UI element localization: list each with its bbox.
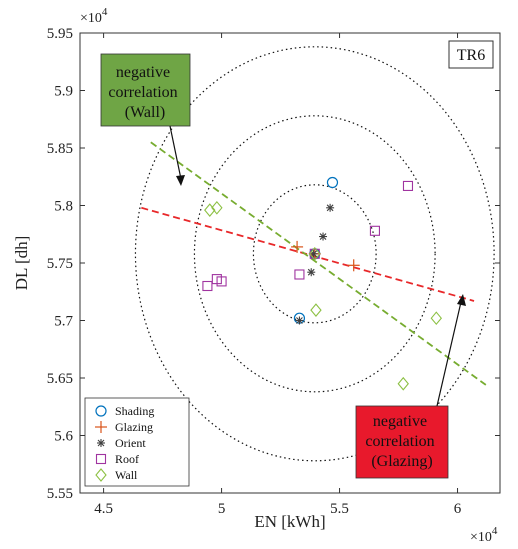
- x-tick-label: 4.5: [94, 501, 113, 517]
- svg-text:negative correlation: negative correlation (Glazing): [365, 413, 438, 470]
- y-tick-label: 5.8: [54, 199, 73, 215]
- point-wall: [397, 376, 409, 391]
- trend-line-glazing: [141, 206, 475, 302]
- point-wall: [430, 311, 443, 326]
- legend-label-roof: Roof: [115, 452, 139, 466]
- annotation-wall-box: [100, 53, 191, 127]
- legend-marker-shading: [95, 405, 107, 417]
- y-tick-label: 5.85: [47, 141, 73, 157]
- legend-marker-glazing: [95, 421, 107, 433]
- point-roof: [216, 276, 227, 287]
- point-shading: [326, 176, 339, 189]
- point-wall: [211, 200, 223, 215]
- chart-title: TR6: [457, 47, 485, 64]
- x-tick-label: 5: [218, 501, 226, 517]
- point-orient: [307, 268, 316, 277]
- annotation-wall-line-2: correlation: [108, 84, 177, 101]
- x-tick-label: 6: [454, 501, 462, 517]
- point-roof: [202, 280, 213, 292]
- annotation-wall-arrowhead: [176, 175, 185, 186]
- ticks: 4.5 5 5.5 6 5.55 5.6 5.65 5.7 5.75 5.8 5.85 5.9 5.95: [47, 26, 500, 517]
- legend-marker-orient: [97, 439, 105, 447]
- point-wall: [310, 303, 322, 318]
- y-tick-label: 5.7: [54, 314, 73, 330]
- legend-marker-wall: [95, 468, 107, 482]
- point-wall: [204, 203, 216, 217]
- data-points: [202, 176, 443, 391]
- y-exponent-label: ×104: [80, 6, 108, 26]
- trend-lines: [141, 141, 487, 386]
- legend-label-shading: Shading: [115, 404, 154, 418]
- legend-label-glazing: Glazing: [115, 420, 153, 434]
- y-tick-label: 5.95: [47, 26, 73, 42]
- annotation-glazing-arrow: [436, 301, 462, 407]
- y-tick-label: 5.55: [47, 486, 73, 502]
- point-roof: [294, 269, 305, 280]
- legend-label-wall: Wall: [115, 468, 138, 482]
- svg-text:negative correlation: negative correlation (Wall): [108, 64, 181, 121]
- y-tick-label: 5.6: [54, 429, 73, 445]
- title-box: [448, 40, 494, 69]
- annotation-glazing-box: [355, 405, 449, 479]
- y-tick-label: 5.65: [47, 371, 73, 387]
- annotation-glazing-line-3: (Glazing): [371, 453, 432, 470]
- point-roof: [402, 180, 414, 191]
- annotation-glazing-line-1: negative: [373, 413, 427, 430]
- x-exponent-label: ×104: [470, 525, 498, 545]
- legend-label-orient: Orient: [115, 436, 146, 450]
- x-axis-label: EN [kWh]: [254, 512, 325, 531]
- point-glazing: [347, 259, 360, 272]
- annotation-glazing: negative correlation (Glazing): [355, 294, 466, 479]
- dotted-circle-3: [134, 46, 495, 462]
- annotation-wall-line-1: negative: [116, 64, 170, 81]
- point-orient: [326, 203, 335, 212]
- circles-layer: [134, 46, 495, 462]
- point-glazing: [291, 240, 304, 253]
- annotation-wall-line-3: (Wall): [125, 104, 165, 121]
- annotation-wall-arrow: [169, 125, 182, 180]
- annotation-glazing-arrowhead: [457, 294, 466, 306]
- annotation-glazing-line-2: correlation: [365, 433, 434, 450]
- legend-marker-roof: [95, 453, 107, 465]
- trend-line-wall: [150, 141, 487, 386]
- point-roof: [369, 225, 380, 236]
- y-tick-label: 5.9: [54, 84, 73, 100]
- dotted-circle-2: [193, 115, 436, 393]
- dotted-circle-1: [252, 184, 377, 324]
- x-tick-label: 5.5: [330, 501, 349, 517]
- legend: Shading Glazing Orient Roof Wall: [84, 397, 190, 487]
- point-wall: [309, 246, 321, 261]
- y-tick-label: 5.75: [47, 256, 73, 272]
- y-axis-label: DL [dh]: [12, 236, 31, 291]
- point-orient: [295, 316, 304, 325]
- annotation-wall: negative correlation (Wall): [100, 53, 191, 186]
- point-orient: [319, 232, 328, 241]
